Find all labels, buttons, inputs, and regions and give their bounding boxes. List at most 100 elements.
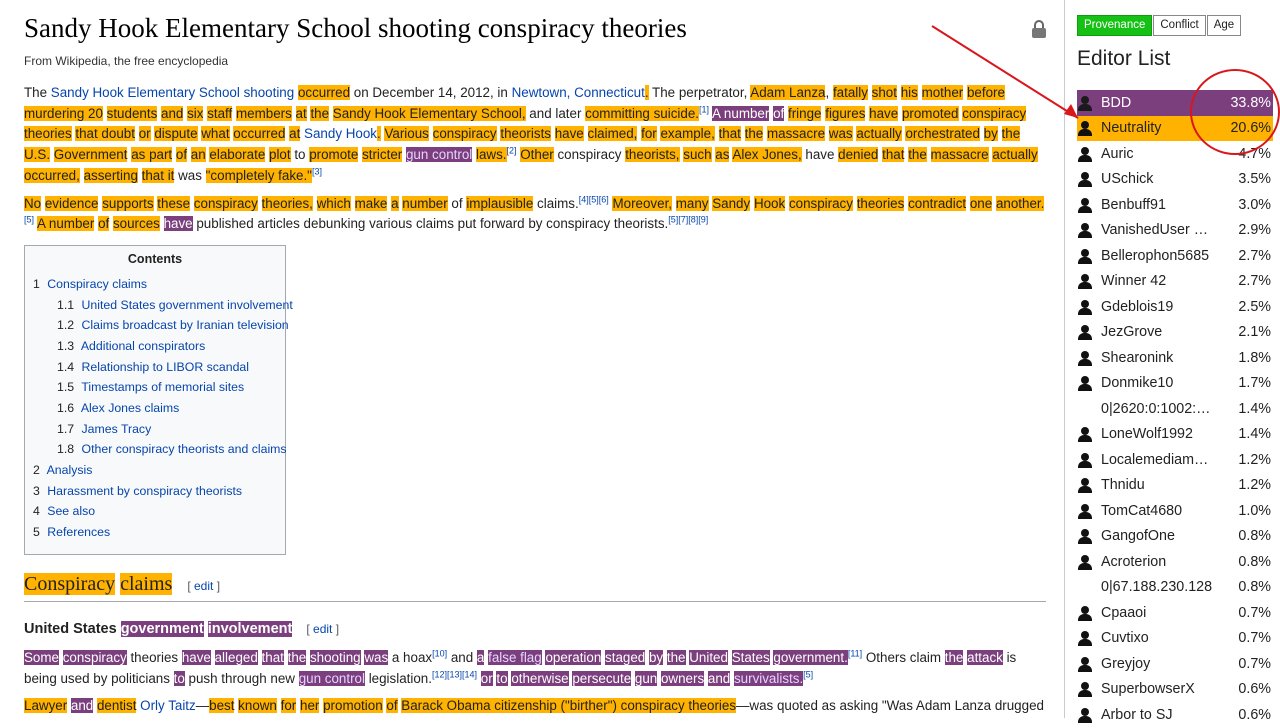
highlighted-text: which bbox=[316, 195, 351, 211]
citation-ref[interactable]: [12][13][14] bbox=[431, 669, 478, 680]
editor-row[interactable]: Localemediamo… 1.2% bbox=[1077, 447, 1273, 473]
editor-name: Gdeblois19 bbox=[1101, 298, 1174, 315]
editor-name: Localemediamo… bbox=[1101, 451, 1215, 468]
subsection-edit-link[interactable]: [ edit ] bbox=[306, 621, 340, 636]
toc-item-label[interactable]: See also bbox=[47, 504, 96, 519]
toc-item-label[interactable]: Timestamps of memorial sites bbox=[81, 380, 245, 395]
article-link[interactable]: Sandy Hook Elementary School shooting bbox=[50, 85, 295, 100]
toc-item-label[interactable]: Alex Jones claims bbox=[80, 401, 180, 416]
highlighted-text: at bbox=[295, 105, 307, 121]
lock-icon[interactable] bbox=[1032, 20, 1046, 38]
tab-conflict[interactable]: Conflict bbox=[1153, 15, 1206, 36]
editor-row[interactable]: Winner 42 2.7% bbox=[1077, 269, 1273, 295]
toc-item-label[interactable]: Claims broadcast by Iranian television bbox=[81, 318, 289, 333]
article-link[interactable]: survivalists. bbox=[733, 670, 804, 686]
citation-ref[interactable]: [5][7][8][9] bbox=[668, 214, 709, 225]
highlighted-text: have bbox=[163, 216, 193, 232]
editor-name: 0|67.188.230.128 bbox=[1101, 579, 1213, 596]
toc-item[interactable]: 1.1 United States government involvement bbox=[33, 295, 293, 316]
article-link[interactable]: gun control bbox=[405, 147, 473, 163]
editor-row[interactable]: Shearonink 1.8% bbox=[1077, 345, 1273, 371]
toc-item-label[interactable]: Additional conspirators bbox=[80, 338, 206, 353]
user-icon bbox=[1077, 273, 1093, 290]
editor-name: Arbor to SJ bbox=[1101, 706, 1173, 723]
toc-item-label[interactable]: Other conspiracy theorists and claims bbox=[81, 442, 287, 457]
editor-name: 0|2620:0:1002:1… bbox=[1101, 400, 1215, 417]
editor-row[interactable]: Gdeblois19 2.5% bbox=[1077, 294, 1273, 320]
toc-item[interactable]: 1.2 Claims broadcast by Iranian televisi… bbox=[33, 315, 289, 336]
article-link[interactable]: false flag bbox=[488, 649, 542, 665]
editor-row[interactable]: USchick 3.5% bbox=[1077, 167, 1273, 193]
toc-item[interactable]: 1.5 Timestamps of memorial sites bbox=[33, 377, 285, 398]
toc-item-label[interactable]: Relationship to LIBOR scandal bbox=[81, 359, 249, 374]
editor-row[interactable]: Neutrality 20.6% bbox=[1077, 115, 1273, 141]
toc-item-label[interactable]: References bbox=[47, 525, 111, 540]
toc-item[interactable]: 1.7 James Tracy bbox=[33, 419, 285, 440]
citation-ref[interactable]: [4][5][6] bbox=[578, 194, 609, 205]
editor-row[interactable]: Thnidu 1.2% bbox=[1077, 473, 1273, 499]
user-icon bbox=[1077, 146, 1093, 162]
editor-percentage: 2.7% bbox=[1238, 273, 1271, 290]
toc-item[interactable]: 1.3 Additional conspirators bbox=[33, 336, 285, 357]
text-span: have bbox=[801, 147, 839, 163]
editor-row[interactable]: BDD 33.8% bbox=[1077, 90, 1273, 116]
toc-item[interactable]: 1 Conspiracy claims bbox=[33, 274, 285, 295]
citation-ref[interactable]: [2] bbox=[506, 145, 517, 156]
toc-item[interactable]: 1.4 Relationship to LIBOR scandal bbox=[33, 357, 285, 378]
citation-ref[interactable]: [10] bbox=[432, 648, 448, 659]
toc-item-number: 1.2 bbox=[57, 318, 75, 333]
editor-row[interactable]: VanishedUser s… 2.9% bbox=[1077, 218, 1273, 244]
editor-percentage: 3.5% bbox=[1238, 171, 1271, 188]
article-link[interactable]: Newtown, Connecticut bbox=[511, 85, 645, 100]
citation-ref[interactable]: [1] bbox=[699, 104, 710, 115]
editor-percentage: 0.7% bbox=[1238, 655, 1271, 672]
toc-item-label[interactable]: Conspiracy claims bbox=[47, 276, 148, 291]
toc-item[interactable]: 2 Analysis bbox=[33, 460, 285, 481]
toc-item-label[interactable]: Analysis bbox=[46, 463, 93, 478]
article-link[interactable]: Orly Taitz bbox=[140, 698, 196, 714]
highlighted-text: students bbox=[106, 105, 158, 121]
highlighted-text: occurred bbox=[233, 126, 286, 142]
editor-row[interactable]: Bellerophon5685 2.7% bbox=[1077, 243, 1273, 269]
section-edit-link[interactable]: [ edit ] bbox=[187, 578, 221, 593]
editor-row[interactable]: Benbuff91 3.0% bbox=[1077, 192, 1273, 218]
toc-item-label[interactable]: United States government involvement bbox=[81, 297, 293, 312]
editor-row[interactable]: Cuvtixo 0.7% bbox=[1077, 626, 1273, 652]
citation-ref[interactable]: [11] bbox=[847, 648, 863, 659]
text-span bbox=[258, 650, 262, 665]
editor-row[interactable]: GangofOne 0.8% bbox=[1077, 524, 1273, 550]
toc-item[interactable]: 5 References bbox=[33, 522, 285, 543]
highlighted-text: orchestrated bbox=[905, 126, 980, 142]
editor-row[interactable]: Auric 4.7% bbox=[1077, 141, 1273, 167]
text-span: to bbox=[290, 147, 310, 163]
toc-item[interactable]: 3 Harassment by conspiracy theorists bbox=[33, 481, 285, 502]
tab-age[interactable]: Age bbox=[1206, 15, 1242, 36]
citation-ref[interactable]: [3] bbox=[311, 166, 322, 177]
editor-row[interactable]: TomCat4680 1.0% bbox=[1077, 498, 1273, 524]
editor-row[interactable]: JezGrove 2.1% bbox=[1077, 320, 1273, 346]
editor-row[interactable]: Cpaaoi 0.7% bbox=[1077, 600, 1273, 626]
citation-ref[interactable]: [5] bbox=[803, 669, 814, 680]
toc-item[interactable]: 1.6 Alex Jones claims bbox=[33, 398, 285, 419]
editor-row[interactable]: Donmike10 1.7% bbox=[1077, 371, 1273, 397]
article-link[interactable]: Sandy Hook bbox=[304, 126, 377, 142]
editor-row[interactable]: 0|67.188.230.128 0.8% bbox=[1077, 575, 1273, 601]
toc-item-label[interactable]: Harassment by conspiracy theorists bbox=[47, 483, 243, 498]
tab-provenance[interactable]: Provenance bbox=[1077, 15, 1153, 36]
highlighted-text: of bbox=[98, 216, 110, 232]
toc-item-label[interactable]: James Tracy bbox=[81, 421, 152, 436]
editor-row[interactable]: LoneWolf1992 1.4% bbox=[1077, 422, 1273, 448]
editor-row[interactable]: SuperbowserX 0.6% bbox=[1077, 677, 1273, 703]
article-link[interactable]: gun control bbox=[298, 670, 365, 686]
page-subtitle: From Wikipedia, the free encyclopedia bbox=[24, 54, 229, 68]
toc-item[interactable]: 1.8 Other conspiracy theorists and claim… bbox=[33, 439, 287, 460]
highlighted-text: contradict bbox=[908, 195, 967, 211]
editor-row[interactable]: Arbor to SJ 0.6% bbox=[1077, 702, 1273, 728]
editor-row[interactable]: 0|2620:0:1002:1… 1.4% bbox=[1077, 396, 1273, 422]
editor-row[interactable]: Greyjoy 0.7% bbox=[1077, 651, 1273, 677]
citation-ref[interactable]: [5] bbox=[24, 214, 35, 225]
highlighted-text: best bbox=[209, 698, 235, 714]
toc-item[interactable]: 4 See also bbox=[33, 501, 285, 522]
highlighted-text: occurred bbox=[297, 85, 351, 100]
editor-row[interactable]: Acroterion 0.8% bbox=[1077, 549, 1273, 575]
